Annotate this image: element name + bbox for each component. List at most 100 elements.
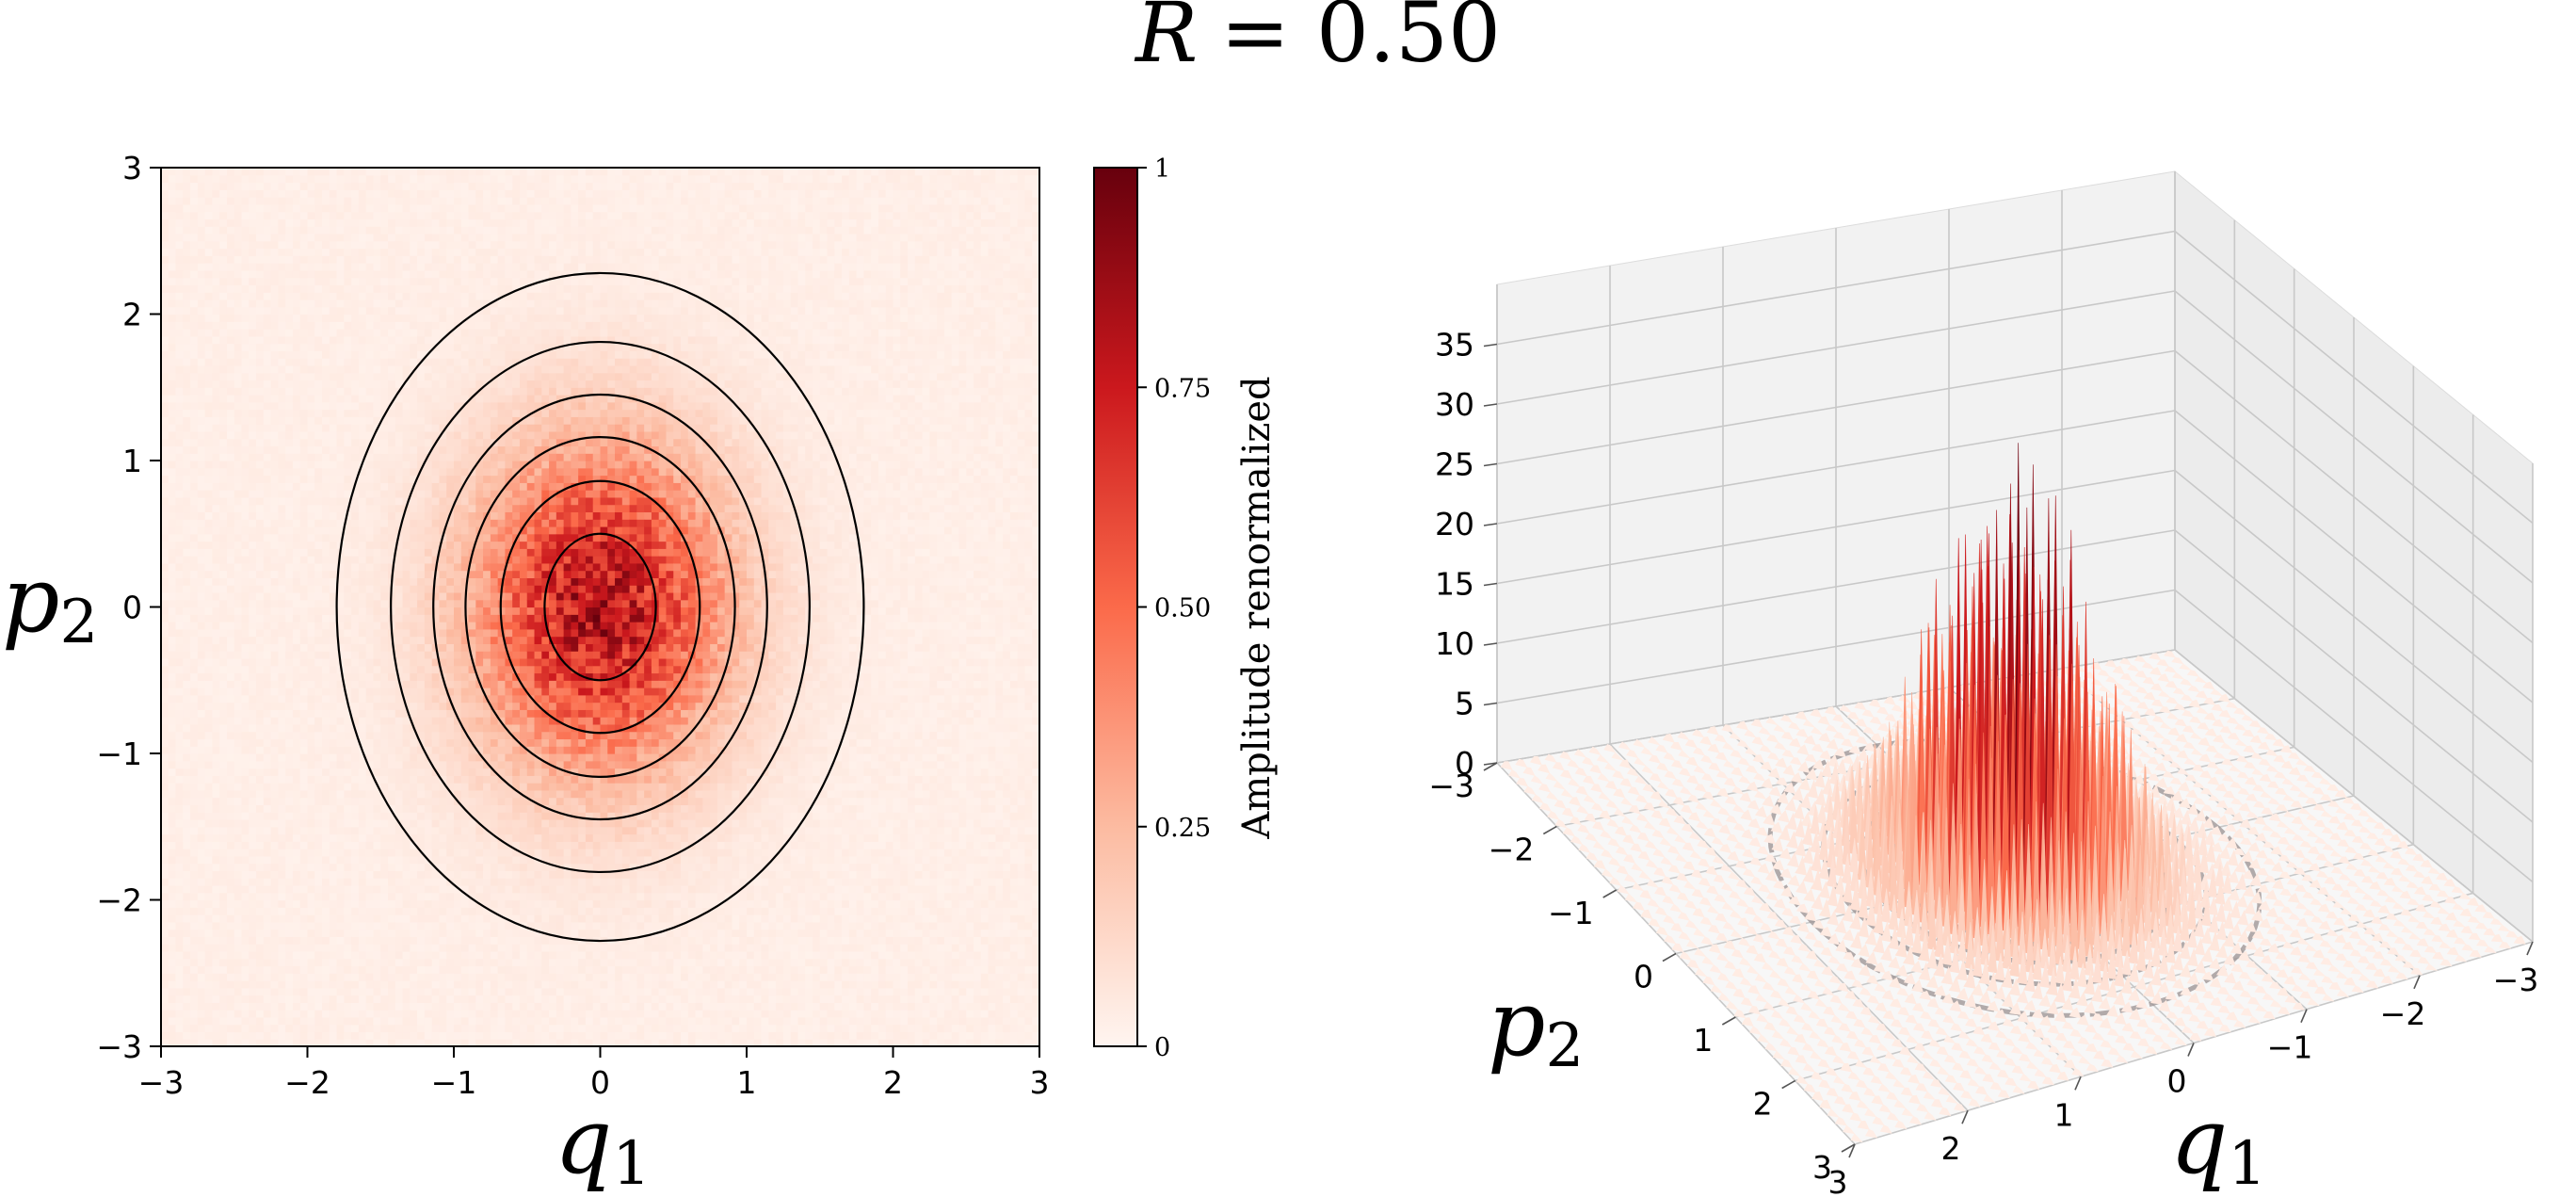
heatmap-cell [175, 797, 184, 806]
heatmap-cell [197, 914, 206, 923]
heatmap-cell [219, 269, 228, 279]
heatmap-cell [241, 284, 250, 293]
heatmap-cell [270, 248, 279, 256]
heatmap-cell [454, 548, 462, 557]
heatmap-cell [219, 329, 228, 337]
heatmap-cell [204, 841, 214, 849]
heatmap-cell [285, 189, 294, 198]
heatmap-cell [161, 372, 169, 381]
heatmap-cell [454, 335, 462, 345]
heatmap-cell [380, 395, 389, 403]
heatmap-cell [314, 233, 323, 242]
heatmap-cell [358, 980, 367, 989]
heatmap-cell [256, 680, 265, 688]
heatmap-cell [329, 929, 338, 937]
heatmap-cell [454, 783, 462, 791]
heatmap-cell [358, 760, 367, 769]
heatmap-cell [417, 240, 426, 250]
heatmap-cell [336, 680, 345, 688]
heatmap-cell [212, 401, 220, 411]
heatmap-cell [299, 591, 309, 601]
heatmap-cell [226, 944, 235, 952]
heatmap-cell [365, 914, 375, 923]
heatmap-cell [219, 292, 228, 300]
heatmap-cell [175, 768, 184, 776]
heatmap-cell [197, 490, 206, 498]
heatmap-cell [270, 665, 279, 674]
heatmap-cell [454, 944, 462, 952]
heatmap-cell [358, 438, 367, 447]
heatmap-cell [168, 511, 177, 520]
heatmap-cell [161, 277, 169, 285]
heatmap-cell [394, 826, 404, 835]
heatmap-cell [410, 702, 418, 710]
heatmap-cell [394, 950, 404, 960]
heatmap-cell [299, 533, 309, 542]
heatmap-cell [226, 812, 235, 820]
heatmap-cell [322, 914, 330, 923]
heatmap-cell [431, 591, 441, 601]
heatmap-cell [417, 401, 426, 411]
heatmap-cell [183, 409, 191, 417]
heatmap-cell [402, 358, 411, 366]
heatmap-cell [263, 519, 272, 527]
heatmap-cell [212, 548, 220, 557]
heatmap-cell [329, 416, 338, 425]
heatmap-cell [402, 197, 411, 205]
heatmap-cell [183, 526, 191, 535]
heatmap-cell [314, 395, 323, 403]
heatmap-cell [446, 921, 455, 930]
heatmap-cell [212, 1016, 220, 1026]
heatmap-cell [219, 702, 228, 710]
heatmap-cell [197, 899, 206, 908]
heatmap-cell [322, 182, 330, 190]
heatmap-cell [380, 944, 389, 952]
heatmap-cell [394, 849, 404, 857]
heatmap-cell [314, 929, 323, 937]
heatmap-cell [388, 892, 396, 901]
heatmap-cell [263, 950, 272, 960]
heatmap-cell [329, 1010, 338, 1018]
heatmap-cell [168, 783, 177, 791]
heatmap-cell [299, 753, 309, 762]
heatmap-cell [365, 863, 375, 871]
heatmap-cell [161, 1024, 169, 1033]
heatmap-cell [351, 628, 360, 638]
heatmap-cell [439, 907, 447, 915]
heatmap-cell [410, 760, 418, 769]
heatmap-cell [351, 277, 360, 285]
heatmap-cell [460, 760, 470, 769]
heatmap-cell [161, 855, 169, 865]
heatmap-cell [380, 401, 389, 411]
heatmap-cell [175, 526, 184, 535]
heatmap-cell [285, 248, 294, 256]
heatmap-cell [256, 775, 265, 784]
heatmap-cell [365, 849, 375, 857]
heatmap-cell [446, 1010, 455, 1018]
heatmap-cell [285, 607, 294, 615]
heatmap-cell [336, 585, 345, 593]
heatmap-cell [314, 591, 323, 601]
heatmap-cell [168, 702, 177, 710]
heatmap-cell [410, 453, 418, 461]
heatmap-cell [388, 335, 396, 345]
heatmap-cell [204, 958, 214, 967]
heatmap-cell [431, 1039, 441, 1046]
heatmap-cell [322, 1024, 330, 1033]
heatmap-cell [285, 226, 294, 235]
heatmap-cell [424, 607, 433, 615]
heatmap-cell [175, 277, 184, 285]
heatmap-cell [454, 1002, 462, 1011]
heatmap-cell [168, 892, 177, 901]
heatmap-cell [358, 548, 367, 557]
heatmap-cell [175, 211, 184, 220]
heatmap-cell [439, 731, 447, 740]
heatmap-cell [394, 475, 404, 483]
heatmap-cell [285, 709, 294, 718]
heatmap-cell [249, 950, 257, 960]
heatmap-cell [402, 519, 411, 527]
heatmap-cell [410, 980, 418, 989]
heatmap-cell [190, 364, 199, 374]
heatmap-cell [161, 541, 169, 549]
heatmap-cell [454, 709, 462, 718]
